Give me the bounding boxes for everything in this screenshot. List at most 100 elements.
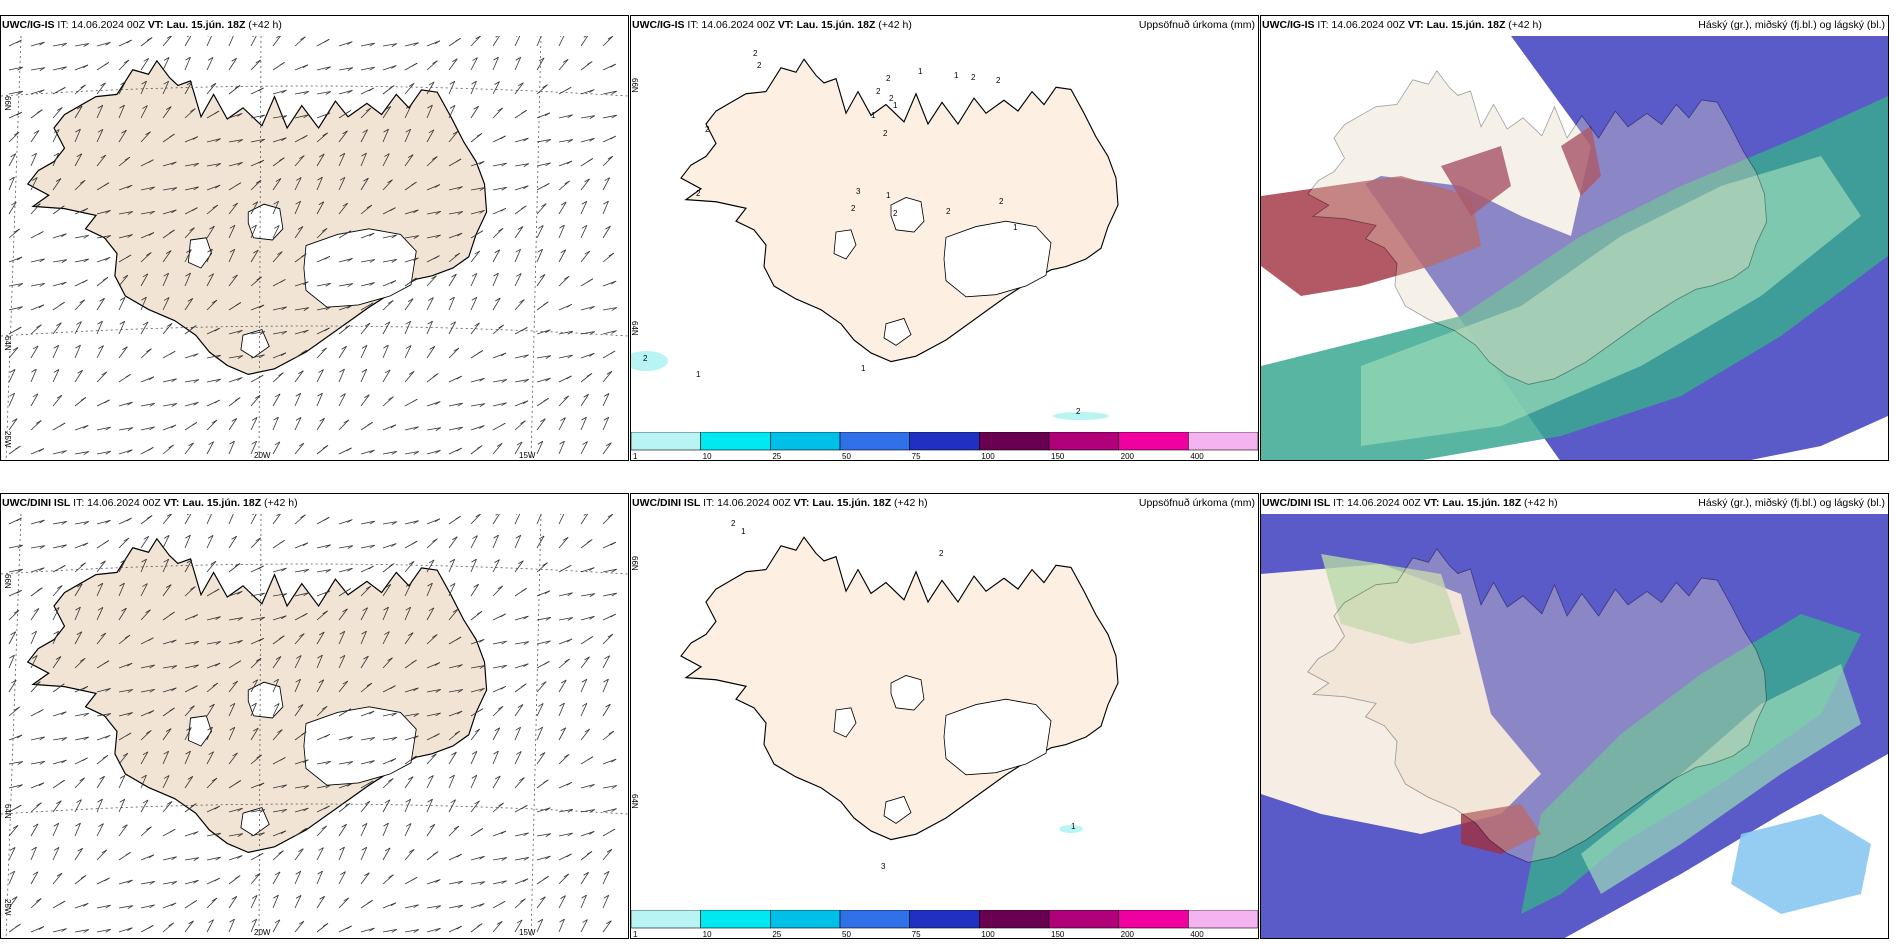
wind-barb-flag xyxy=(251,895,258,899)
wind-barb xyxy=(140,426,155,431)
wind-barb xyxy=(382,584,392,597)
wind-barb-flag xyxy=(427,104,433,109)
wind-barb-flag xyxy=(36,324,42,329)
precip-contour-label: 1 xyxy=(861,364,866,373)
wind-barb xyxy=(228,752,238,765)
wind-barb-flag xyxy=(105,235,111,239)
wind-barb xyxy=(514,57,522,71)
precip-contour-label: 2 xyxy=(889,94,894,103)
wind-barb xyxy=(96,371,108,383)
wind-barb xyxy=(8,66,23,71)
wind-barb-flag xyxy=(520,420,526,425)
wind-barb xyxy=(74,736,89,741)
wind-barb xyxy=(228,249,236,263)
wind-barb xyxy=(448,347,460,359)
wind-barb-flag xyxy=(449,80,455,85)
wind-barb-flag xyxy=(303,759,309,764)
lat-label-66: 66N xyxy=(3,574,12,589)
wind-barb-flag xyxy=(193,664,199,669)
wind-barb-flag xyxy=(215,138,221,142)
wind-barb xyxy=(580,394,589,407)
wind-barb xyxy=(492,297,501,311)
wind-barb xyxy=(272,656,282,669)
wind-barb xyxy=(602,514,614,525)
wind-barb xyxy=(382,521,397,525)
wind-barb-flag xyxy=(186,514,190,516)
wind-barb xyxy=(536,139,551,143)
wind-barb-flag xyxy=(405,105,412,109)
wind-barb-flag xyxy=(325,784,331,789)
wind-barb xyxy=(426,634,438,645)
wind-barb xyxy=(316,369,324,383)
wind-barb xyxy=(184,664,199,669)
wind-barb xyxy=(8,153,17,167)
wind-barb-flag xyxy=(185,56,191,61)
wind-barb xyxy=(536,162,551,167)
wind-barbs xyxy=(8,36,617,455)
wind-barb-flag xyxy=(209,703,215,708)
wind-barb-flag xyxy=(38,709,44,713)
wind-barb xyxy=(294,569,309,573)
wind-barb-flag xyxy=(163,558,169,563)
wind-barb-flag xyxy=(566,853,572,858)
wind-barb xyxy=(162,665,177,669)
wind-barb xyxy=(272,850,284,861)
wind-barb-flag xyxy=(105,928,111,933)
wind-barb xyxy=(426,156,438,167)
wind-barb xyxy=(536,36,542,47)
wind-barb-flag xyxy=(413,426,419,431)
wind-barb xyxy=(206,897,218,909)
wind-barb xyxy=(448,664,463,669)
wind-barb-flag xyxy=(16,326,22,331)
wind-barb-flag xyxy=(457,426,463,431)
wind-barb-flag xyxy=(279,635,285,640)
wind-barb-flag xyxy=(456,447,462,452)
wind-barb-flag xyxy=(523,857,529,861)
wind-barb-flag xyxy=(586,851,593,855)
wind-barb-flag xyxy=(435,689,441,693)
wind-barb-flag xyxy=(538,225,544,229)
wind-barb xyxy=(404,209,419,215)
wind-barb-flag xyxy=(605,225,611,230)
wind-barb xyxy=(338,304,353,311)
wind-barb-flag xyxy=(587,278,594,283)
wind-barb-flag xyxy=(76,631,83,636)
wind-barb xyxy=(52,711,67,717)
wind-barb-flag xyxy=(521,205,527,210)
wind-barb-flag xyxy=(493,56,499,61)
wind-barb-flag xyxy=(413,713,420,717)
wind-barb xyxy=(338,846,345,861)
wind-barb xyxy=(272,703,280,717)
wind-barb-flag xyxy=(405,583,412,587)
wind-barb xyxy=(470,584,479,597)
wind-barb xyxy=(492,775,501,789)
wind-barb xyxy=(580,225,588,239)
wind-barb-flag xyxy=(587,756,594,761)
wind-barb-flag xyxy=(610,541,616,546)
precip-contour-label: 2 xyxy=(876,87,881,96)
wind-barb xyxy=(602,920,612,933)
wind-barb-flag xyxy=(427,582,433,587)
wind-barb xyxy=(184,727,192,741)
wind-barb xyxy=(294,329,309,335)
wind-barb xyxy=(558,440,565,455)
wind-barb-flag xyxy=(295,870,301,875)
wind-barb-flag xyxy=(451,273,457,278)
wind-barb-flag xyxy=(229,224,236,229)
wind-barb-flag xyxy=(120,81,126,85)
precip-contour-label: 1 xyxy=(696,370,701,379)
precip-contour-label: 1 xyxy=(871,111,876,120)
wind-barb-flag xyxy=(497,107,503,112)
wind-barb xyxy=(514,663,529,669)
wind-barb xyxy=(206,751,214,765)
wind-barb xyxy=(184,514,192,525)
wind-barb-flag xyxy=(540,418,546,423)
wind-barb-flag xyxy=(391,737,397,741)
wind-barb xyxy=(536,640,551,645)
wind-barb xyxy=(30,761,45,765)
wind-barb-flag xyxy=(146,826,152,831)
wind-barb-flag xyxy=(476,133,483,137)
wind-barb xyxy=(96,105,104,119)
wind-barb xyxy=(30,567,45,573)
wind-barb xyxy=(118,211,133,215)
